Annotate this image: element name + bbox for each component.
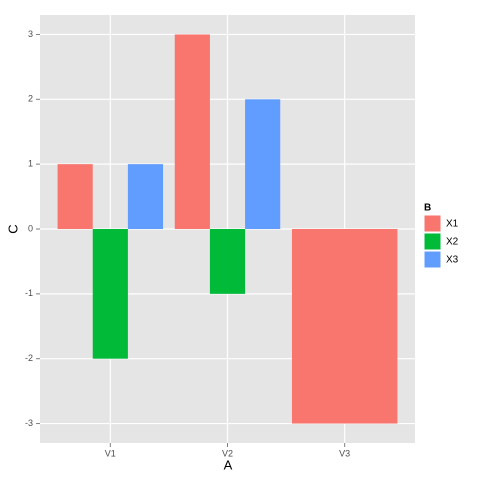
bar bbox=[57, 164, 93, 229]
y-tick-label: -1 bbox=[25, 288, 33, 298]
y-tick-label: 2 bbox=[28, 94, 33, 104]
bar bbox=[174, 34, 210, 229]
legend-key bbox=[424, 215, 441, 232]
x-tick-label: V2 bbox=[222, 448, 233, 458]
legend-key bbox=[424, 233, 441, 250]
x-tick-label: V1 bbox=[105, 448, 116, 458]
legend-label: X1 bbox=[446, 219, 459, 230]
bar bbox=[127, 164, 164, 229]
x-tick-label: V3 bbox=[339, 448, 350, 458]
bar bbox=[209, 229, 246, 294]
y-tick-label: 3 bbox=[28, 29, 33, 39]
legend-label: X2 bbox=[446, 237, 459, 248]
legend-key bbox=[424, 251, 441, 268]
bar bbox=[245, 99, 281, 229]
y-tick-label: 1 bbox=[28, 159, 33, 169]
legend-label: X3 bbox=[446, 255, 459, 266]
y-axis-title: C bbox=[5, 224, 20, 233]
y-tick-label: 0 bbox=[28, 223, 33, 233]
legend-title: B bbox=[424, 203, 431, 214]
bar bbox=[291, 229, 398, 424]
bar bbox=[92, 229, 128, 359]
y-tick-label: -3 bbox=[25, 418, 33, 428]
x-axis-title: A bbox=[224, 457, 233, 472]
y-tick-label: -2 bbox=[25, 353, 33, 363]
